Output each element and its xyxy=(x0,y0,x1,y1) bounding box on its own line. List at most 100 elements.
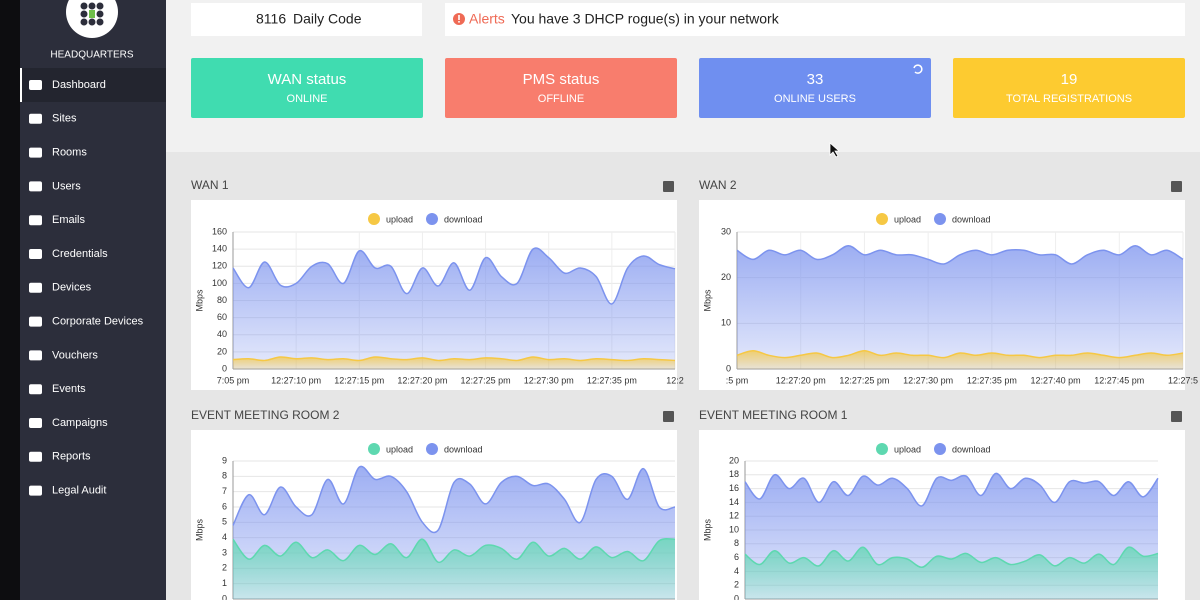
logo-dots xyxy=(80,2,104,26)
x-tick-label: 12:2 xyxy=(666,375,684,385)
y-tick-label: 0 xyxy=(734,593,739,600)
x-tick-label: 12:27:5 xyxy=(1168,375,1198,385)
series-line xyxy=(744,546,1159,569)
legend-label[interactable]: upload xyxy=(386,444,413,454)
card-bg xyxy=(191,58,423,118)
nav-item[interactable]: Legal Audit xyxy=(29,485,106,497)
nav-label: Campaigns xyxy=(52,417,108,429)
legend-swatch xyxy=(426,443,438,455)
x-tick-label: :5 pm xyxy=(726,375,749,385)
card-title: PMS status xyxy=(523,71,600,88)
nav-label: Credentials xyxy=(52,248,108,260)
y-tick-label: 4 xyxy=(222,532,227,542)
card-bg xyxy=(699,58,931,118)
legend-swatch xyxy=(426,213,438,225)
legend-label[interactable]: download xyxy=(952,444,991,454)
nav-item[interactable]: Vouchers xyxy=(29,349,98,361)
nav-label: Emails xyxy=(52,214,86,226)
x-tick-label: 12:27:30 pm xyxy=(903,375,953,385)
y-tick-label: 8 xyxy=(222,471,227,481)
y-tick-label: 10 xyxy=(721,318,731,328)
expand-button[interactable] xyxy=(1171,411,1182,422)
status-card[interactable]: PMS status OFFLINE xyxy=(445,58,677,118)
refresh-icon[interactable] xyxy=(913,64,923,74)
y-tick-label: 10 xyxy=(729,524,739,534)
series-line xyxy=(232,465,676,534)
expand-button[interactable] xyxy=(663,411,674,422)
legend-label[interactable]: download xyxy=(952,214,991,224)
chart-widget: EVENT MEETING ROOM 2 0 1 2 3 4 5 6 7 8 9 Mbps upload… xyxy=(191,408,677,603)
nav-item[interactable]: Emails xyxy=(29,214,86,226)
y-tick-label: 2 xyxy=(222,563,227,573)
y-tick-label: 160 xyxy=(212,226,227,236)
series-line xyxy=(744,472,1159,507)
status-card[interactable]: 19 TOTAL REGISTRATIONS xyxy=(953,58,1185,118)
left-edge xyxy=(0,0,20,600)
y-tick-label: 20 xyxy=(721,272,731,282)
y-tick-label: 2 xyxy=(734,580,739,590)
nav-item[interactable]: Reports xyxy=(29,451,91,463)
logo-mark xyxy=(89,10,95,18)
nav-item[interactable]: Credentials xyxy=(29,248,108,260)
series-line xyxy=(232,356,676,362)
legend-label[interactable]: upload xyxy=(386,214,413,224)
legend-label[interactable]: download xyxy=(444,214,483,224)
nav-label: Rooms xyxy=(52,147,87,159)
y-tick-label: 5 xyxy=(222,517,227,527)
y-tick-label: 60 xyxy=(217,312,227,322)
nav-label: Dashboard xyxy=(52,79,106,91)
status-card[interactable]: 33 ONLINE USERS xyxy=(699,58,931,118)
card-subtitle: ONLINE USERS xyxy=(774,93,856,105)
expand-button[interactable] xyxy=(1171,181,1182,192)
status-card[interactable]: WAN status ONLINE xyxy=(191,58,423,118)
x-tick-label: 12:27:20 pm xyxy=(776,375,826,385)
x-tick-label: 12:27:30 pm xyxy=(524,375,574,385)
x-tick-label: 12:27:20 pm xyxy=(397,375,447,385)
nav-item[interactable]: Events xyxy=(29,383,86,395)
chart-widget: WAN 1 0 20 40 60 80 100 120 140 160 7:05 pm 12:27:1… xyxy=(191,178,684,390)
series-line xyxy=(232,247,676,305)
y-tick-label: 40 xyxy=(217,329,227,339)
y-axis-label: Mbps xyxy=(702,519,712,542)
nav-item[interactable]: Sites xyxy=(29,113,77,125)
y-tick-label: 30 xyxy=(721,226,731,236)
y-axis-label: Mbps xyxy=(194,289,204,312)
nav-icon xyxy=(29,485,42,496)
nav-icon xyxy=(29,451,42,462)
nav-item[interactable]: Dashboard xyxy=(20,68,166,102)
y-tick-label: 0 xyxy=(222,593,227,600)
x-tick-label: 12:27:25 pm xyxy=(839,375,889,385)
nav-icon xyxy=(29,282,42,293)
nav-item[interactable]: Users xyxy=(29,180,81,192)
nav-icon xyxy=(29,316,42,327)
alert-icon-mark xyxy=(458,15,460,20)
x-tick-label: 12:27:15 pm xyxy=(334,375,384,385)
legend-label[interactable]: upload xyxy=(894,214,921,224)
y-tick-label: 14 xyxy=(729,497,739,507)
nav-item[interactable]: Rooms xyxy=(29,147,87,159)
daily-code: 8116 xyxy=(256,11,286,27)
alert-box[interactable] xyxy=(445,3,1185,36)
x-tick-label: 12:27:35 pm xyxy=(587,375,637,385)
y-axis-label: Mbps xyxy=(702,289,712,312)
nav-label: Devices xyxy=(52,282,92,294)
y-axis-label: Mbps xyxy=(194,519,204,542)
y-tick-label: 80 xyxy=(217,295,227,305)
expand-button[interactable] xyxy=(663,181,674,192)
alert-text: You have 3 DHCP rogue(s) in your network xyxy=(511,11,780,27)
nav-label: Users xyxy=(52,180,81,192)
nav-label: Corporate Devices xyxy=(52,316,144,328)
nav-item[interactable]: Devices xyxy=(29,282,92,294)
nav-item[interactable]: Campaigns xyxy=(29,417,108,429)
legend-label[interactable]: download xyxy=(444,444,483,454)
nav-icon xyxy=(29,384,42,395)
y-tick-label: 0 xyxy=(726,363,731,373)
area-fill xyxy=(233,247,675,369)
card-title: WAN status xyxy=(268,71,347,88)
nav-item[interactable]: Corporate Devices xyxy=(29,316,144,328)
card-bg xyxy=(445,58,677,118)
x-tick-label: 12:27:40 pm xyxy=(1031,375,1081,385)
series-line xyxy=(736,244,1184,265)
nav-icon xyxy=(29,249,42,259)
legend-label[interactable]: upload xyxy=(894,444,921,454)
